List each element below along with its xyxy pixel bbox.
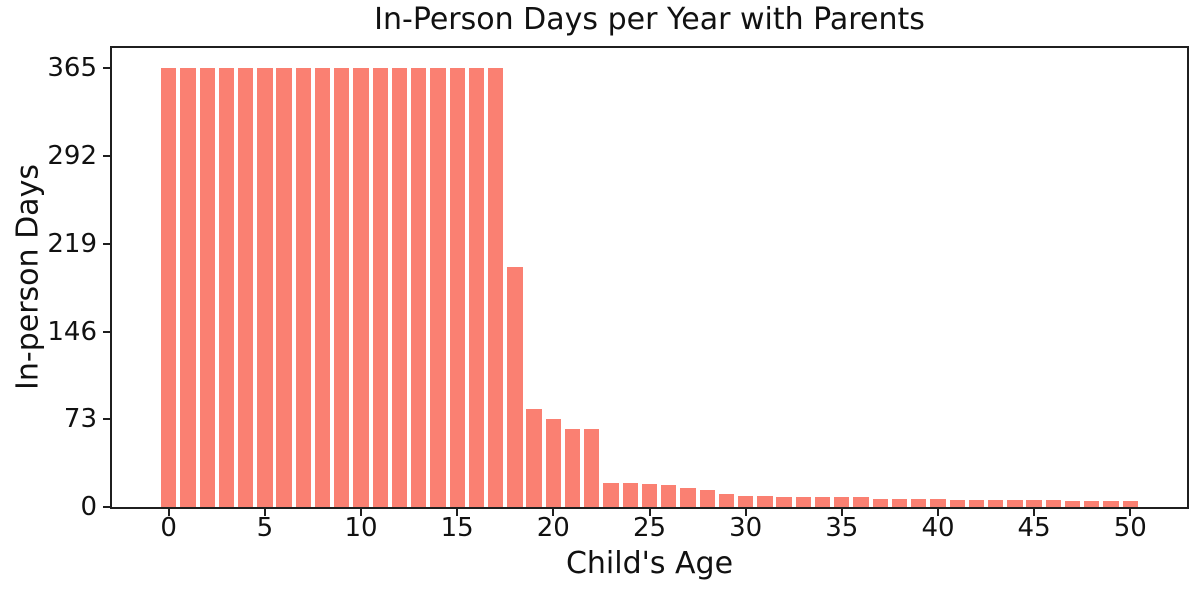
y-tick-label: 0 — [80, 492, 97, 522]
x-tick-mark — [744, 509, 747, 516]
y-tick-mark — [103, 67, 110, 70]
y-tick-label: 365 — [47, 53, 97, 84]
x-tick-mark — [263, 509, 266, 516]
x-tick-mark — [648, 509, 651, 516]
x-tick-mark — [1129, 509, 1132, 516]
y-tick-mark — [103, 155, 110, 158]
x-tick-mark — [552, 509, 555, 516]
x-tick-label: 10 — [344, 513, 378, 543]
x-tick-mark — [1033, 509, 1036, 516]
x-tick-label: 50 — [1113, 513, 1147, 543]
x-tick-mark — [360, 509, 362, 516]
y-tick-mark — [103, 330, 110, 333]
x-tick-mark — [167, 509, 170, 516]
x-tick-label: 15 — [440, 513, 474, 543]
x-tick-mark — [937, 509, 939, 516]
x-tick-label: 20 — [536, 513, 570, 543]
x-tick-mark — [840, 509, 843, 516]
x-tick-mark — [456, 509, 459, 516]
x-tick-label: 45 — [1017, 513, 1051, 543]
chart-title: In-Person Days per Year with Parents — [374, 2, 925, 37]
x-tick-label: 35 — [825, 513, 859, 543]
x-tick-label: 30 — [729, 513, 763, 543]
x-tick-label: 0 — [160, 513, 177, 543]
y-tick-mark — [103, 418, 110, 421]
x-tick-label: 40 — [921, 513, 955, 543]
y-tick-mark — [103, 506, 110, 508]
x-axis-label: Child's Age — [565, 546, 734, 581]
y-axis-label: In-person Days — [10, 164, 46, 390]
x-tick-label: 25 — [632, 513, 667, 543]
plot-area — [110, 46, 1189, 509]
x-tick-label: 5 — [256, 513, 274, 543]
y-tick-label: 73 — [63, 404, 97, 435]
y-tick-mark — [103, 242, 110, 245]
